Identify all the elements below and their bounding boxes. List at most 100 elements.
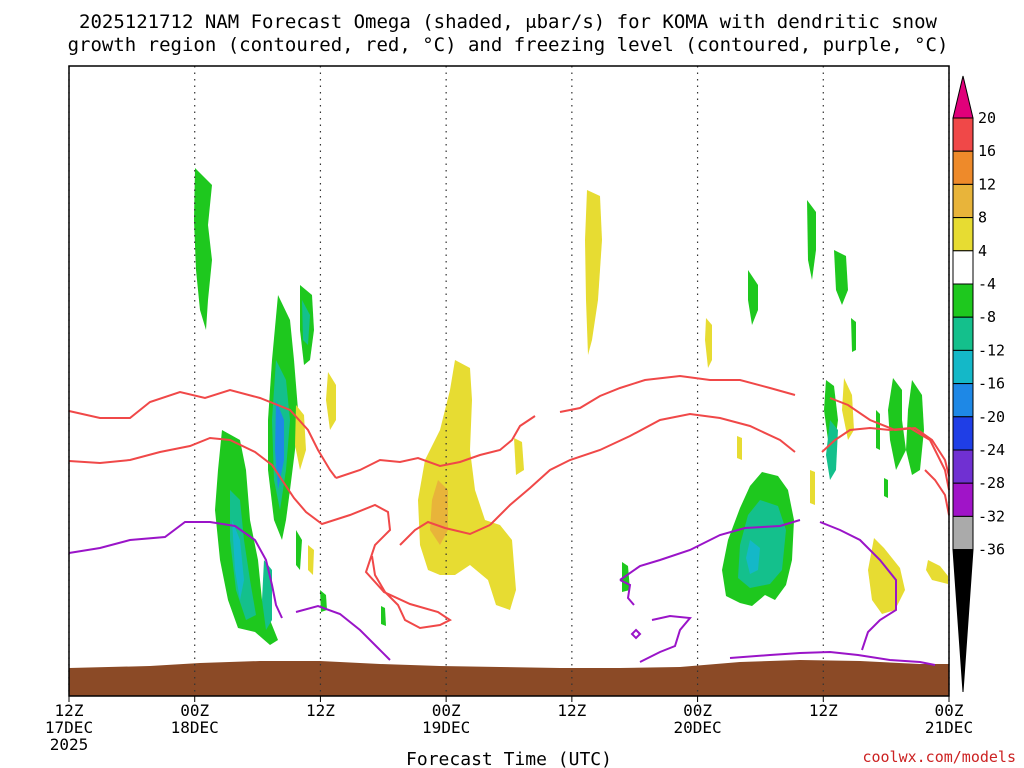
x-tick-label: 00Z (432, 701, 461, 720)
chart-title-line-2: growth region (contoured, red, °C) and f… (68, 34, 949, 56)
colorbar-segment (952, 250, 974, 285)
x-tick-label: 00Z (683, 701, 712, 720)
omega-shading (194, 168, 948, 645)
freezing-contour-0f (639, 614, 692, 663)
dgz-contour-minus12-mid (399, 520, 491, 546)
freezing-contour-0e (619, 579, 635, 606)
omega-area (381, 606, 386, 626)
omega-area (884, 478, 888, 498)
x-tick-label: 21DEC (925, 718, 973, 737)
colorbar-label: -4 (978, 275, 996, 293)
colorbar-label: 8 (978, 209, 987, 227)
chart-title-line-1: 2025121712 NAM Forecast Omega (shaded, μ… (79, 11, 937, 33)
colorbar-label: 20 (978, 109, 996, 127)
colorbar-segment (952, 515, 974, 551)
dgz-contour-minus12-upper (68, 436, 452, 630)
omega-area (585, 190, 602, 355)
omega-area (302, 300, 310, 345)
omega-area (275, 400, 284, 490)
x-tick-label: 12Z (306, 701, 335, 720)
dgz-contours (68, 374, 950, 630)
watermark: coolwx.com/models (862, 748, 1016, 766)
colorbar-label: -20 (978, 408, 1005, 426)
omega-area (430, 480, 448, 545)
colorbar-label: -36 (978, 541, 1005, 559)
omega-area (326, 372, 336, 430)
colorbar-segment (952, 349, 974, 385)
colorbar-label: 4 (978, 242, 987, 260)
freezing-contour-0c (619, 519, 801, 581)
colorbar-segment (952, 183, 974, 219)
omega-area (876, 410, 880, 450)
x-tick-label: 12Z (809, 701, 838, 720)
colorbar-label: -24 (978, 441, 1005, 459)
x-tick-label: 19DEC (422, 718, 470, 737)
colorbar: 20 16 12 8 4 -4 -8 -12 -16 -20 -24 -28 -32 -36 (952, 75, 1005, 693)
omega-area (834, 250, 848, 305)
dgz-contour-minus18-right (559, 374, 796, 413)
dgz-contour-minus12-far2 (924, 469, 950, 516)
freezing-contour-0b (295, 604, 391, 661)
x-tick-label: 12Z (557, 701, 586, 720)
colorbar-segment (952, 482, 974, 517)
omega-area (295, 405, 306, 470)
colorbar-segment (952, 316, 974, 351)
x-tick-label: 17DEC (45, 718, 93, 737)
omega-area (296, 530, 302, 570)
omega-area (737, 436, 742, 460)
omega-area (194, 168, 212, 330)
colorbar-segment (952, 117, 974, 152)
colorbar-segment (952, 449, 974, 484)
colorbar-label: -16 (978, 375, 1005, 393)
omega-area (888, 378, 906, 470)
colorbar-segment (952, 283, 974, 318)
omega-area (842, 378, 854, 440)
dgz-contour-minus18 (68, 388, 337, 479)
omega-area (926, 560, 948, 584)
colorbar-segment (952, 217, 974, 252)
omega-area (746, 540, 760, 574)
omega-area (514, 438, 524, 475)
colorbar-label: -32 (978, 507, 1005, 525)
colorbar-segment (952, 383, 974, 418)
plot-frame (68, 65, 950, 697)
freezing-contours (68, 519, 936, 666)
colorbar-label: 16 (978, 142, 996, 160)
omega-area (807, 200, 816, 280)
x-tick-label: 12Z (55, 701, 84, 720)
freezing-contour-0 (68, 521, 283, 619)
x-tick-label: 18DEC (171, 718, 219, 737)
dgz-contour-minus12-far (821, 426, 950, 491)
omega-area (230, 490, 256, 620)
omega-area (418, 360, 516, 610)
x-tick-label: 2025 (50, 735, 89, 754)
x-tick-label: 20DEC (673, 718, 721, 737)
freezing-contour-0g (729, 650, 936, 666)
omega-area (851, 318, 856, 352)
omega-area (810, 470, 815, 505)
colorbar-bottom-arrow (952, 549, 974, 693)
freezing-contour-0d (819, 521, 897, 651)
omega-area (308, 545, 314, 575)
surface-terrain (69, 660, 949, 696)
colorbar-label: 12 (978, 175, 996, 193)
colorbar-label: -12 (978, 341, 1005, 359)
colorbar-segment (952, 416, 974, 451)
dgz-contour-minus18-mid (335, 415, 536, 479)
omega-area (215, 430, 278, 645)
omega-area (826, 420, 838, 480)
x-tick-label: 00Z (180, 701, 209, 720)
colorbar-top-arrow (952, 75, 974, 119)
freezing-contour-0h (630, 628, 642, 640)
x-tick-label: 00Z (935, 701, 964, 720)
omega-area (705, 318, 712, 368)
colorbar-label: -28 (978, 474, 1005, 492)
colorbar-label: -8 (978, 308, 996, 326)
omega-area (232, 520, 244, 600)
colorbar-segment (952, 150, 974, 185)
x-axis-label: Forecast Time (UTC) (406, 749, 612, 768)
omega-area (748, 270, 758, 325)
dgz-contour-minus12-right (489, 412, 796, 526)
